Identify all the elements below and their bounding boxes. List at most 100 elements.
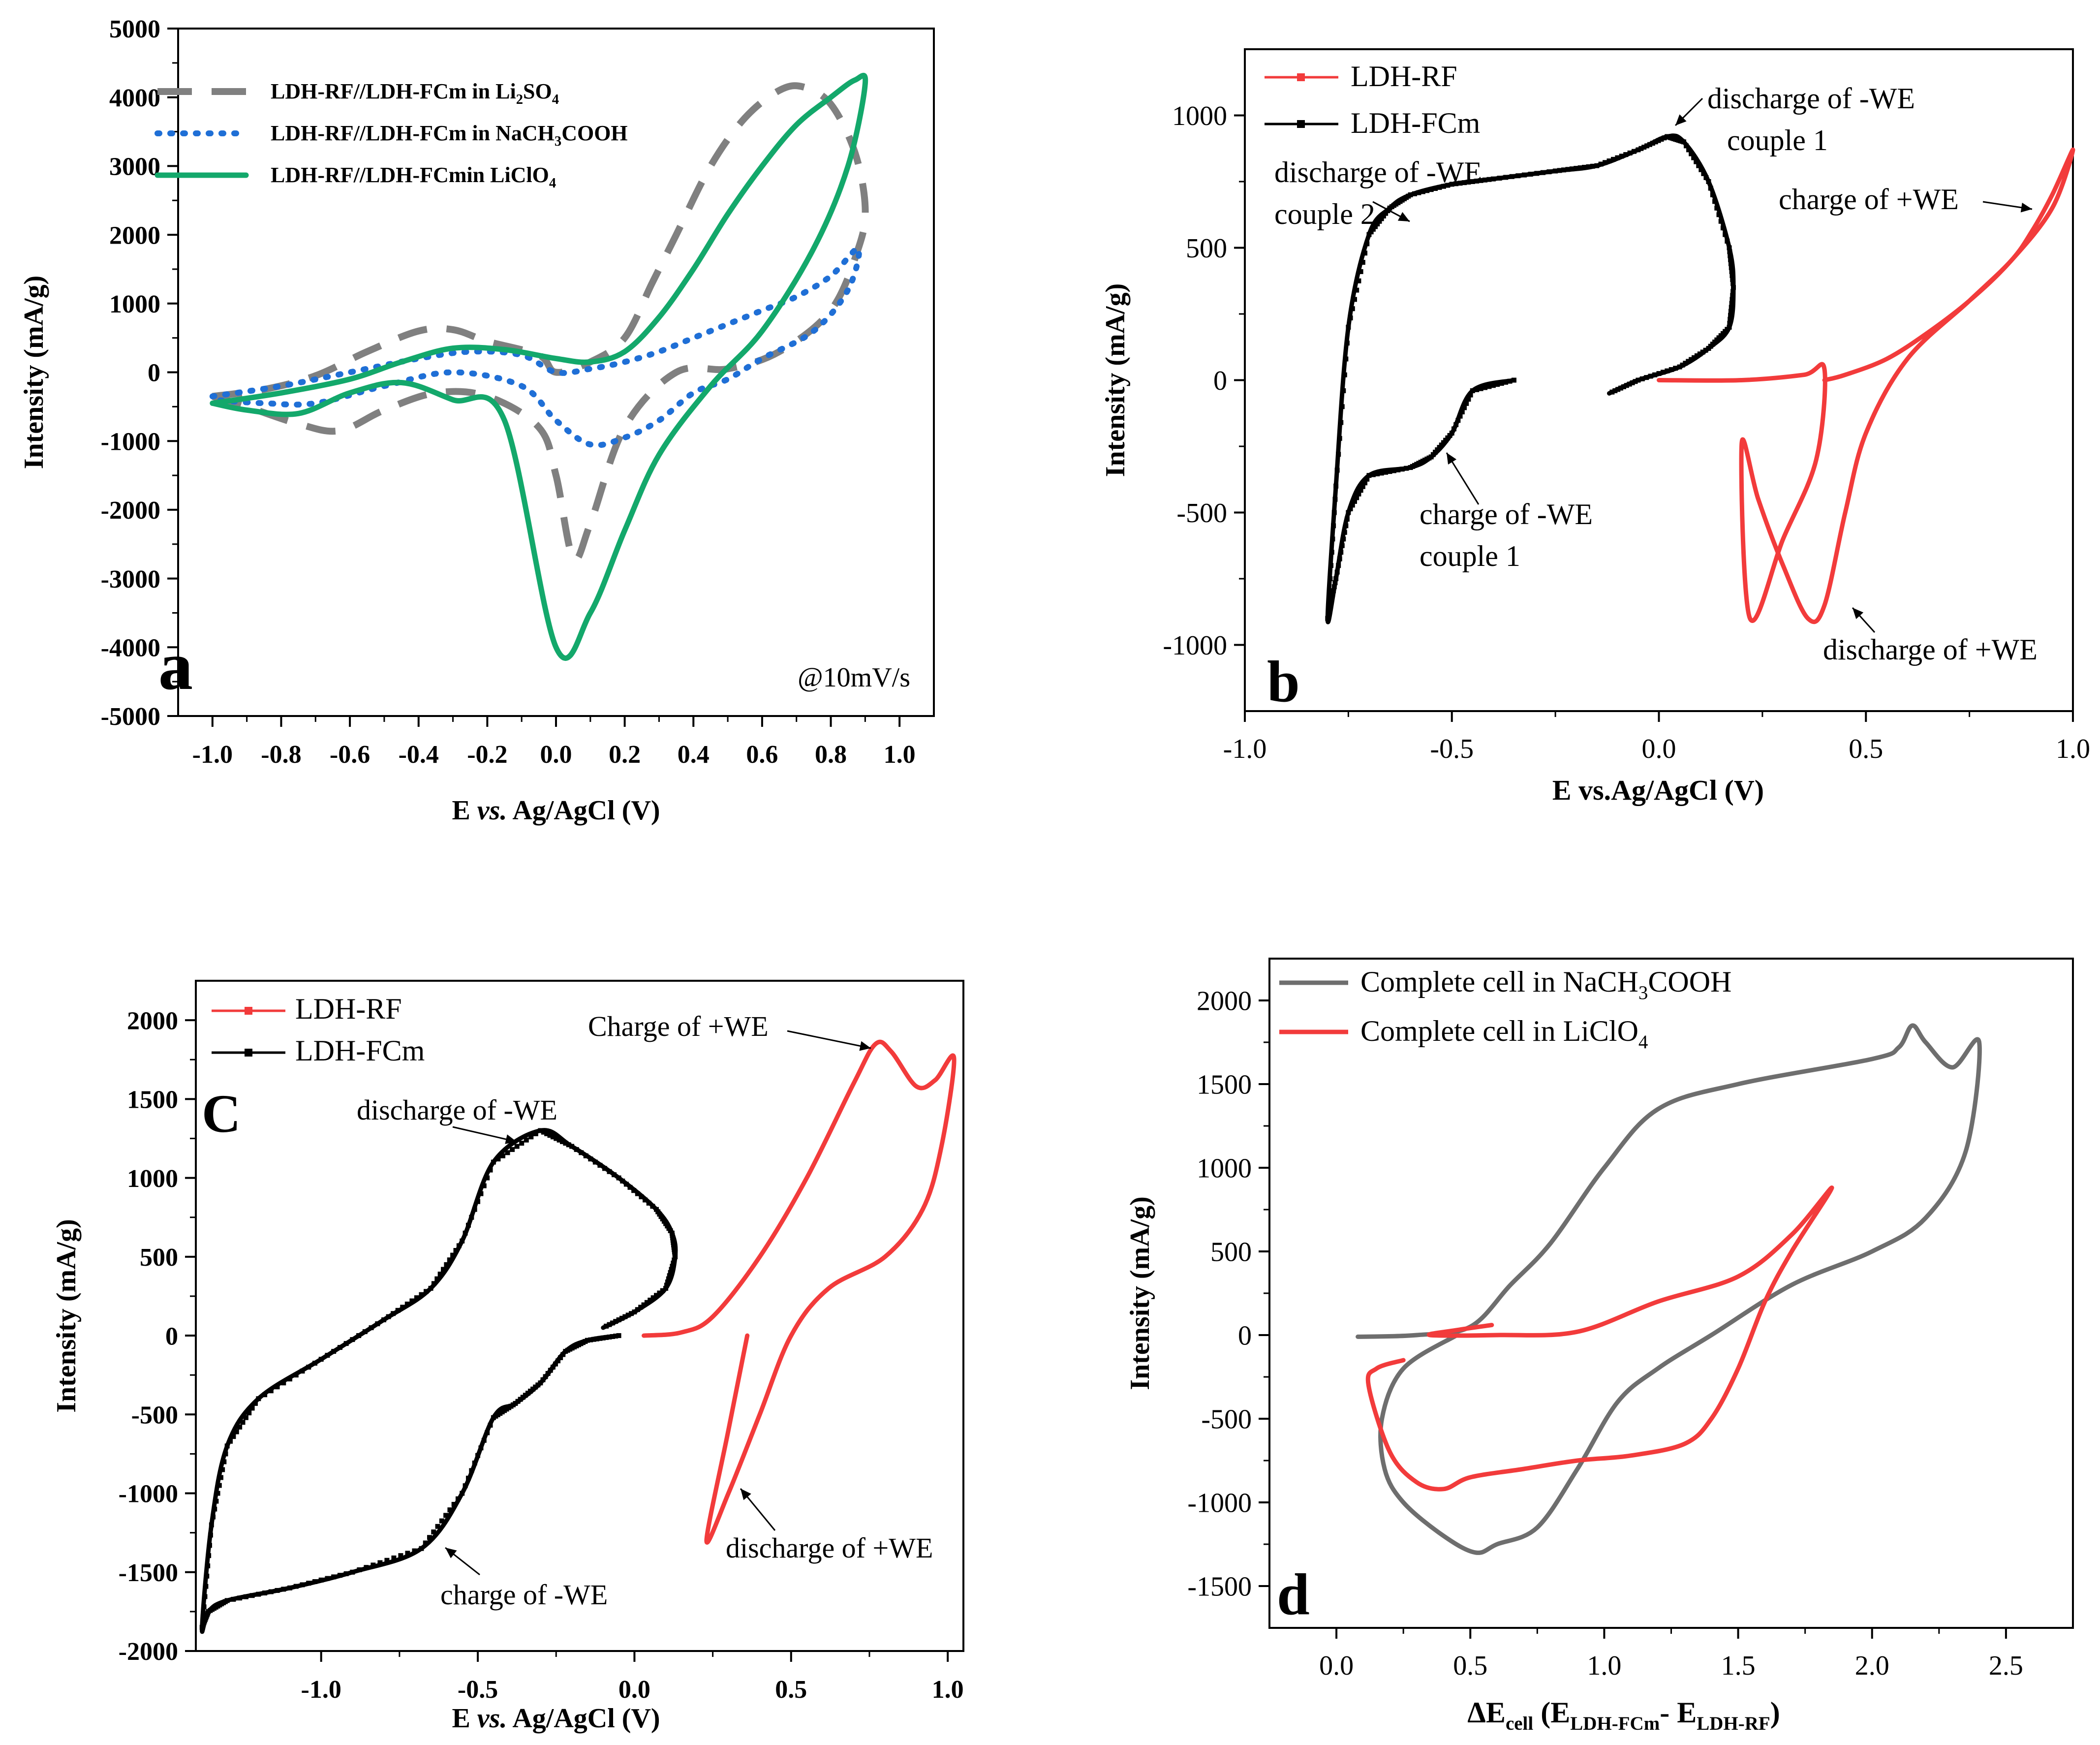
data-marker [1348, 315, 1353, 321]
data-marker [1330, 536, 1335, 542]
data-marker [1615, 155, 1620, 160]
data-marker [460, 1238, 465, 1244]
data-marker [481, 1437, 487, 1443]
data-marker [616, 1175, 621, 1181]
data-marker [635, 1307, 640, 1312]
data-marker [1609, 389, 1615, 395]
x-tick-label: -1.0 [192, 741, 233, 769]
legend-label-1-part: 4 [1638, 1031, 1648, 1053]
legend-label-0: Complete cell in NaCH3COOH [1360, 966, 1731, 1003]
panel-label: C [202, 1084, 241, 1144]
data-marker [1337, 556, 1342, 561]
data-marker [519, 1141, 525, 1146]
data-marker [627, 1184, 633, 1190]
y-axis-label: Intensity (mA/g) [51, 1219, 82, 1413]
data-marker [530, 1386, 536, 1392]
x-tick-label: -0.8 [261, 741, 301, 769]
annotation-arrowhead [1675, 114, 1687, 125]
data-marker [395, 1308, 401, 1313]
data-marker [1606, 158, 1612, 164]
data-marker [1445, 183, 1451, 188]
data-marker [1553, 168, 1558, 174]
data-marker [478, 1445, 484, 1451]
data-marker [1364, 241, 1370, 247]
data-marker [200, 1615, 206, 1620]
data-marker [1360, 260, 1365, 265]
data-marker [1728, 309, 1733, 314]
data-marker [208, 1532, 213, 1538]
data-marker [1511, 377, 1516, 383]
data-marker [312, 1579, 317, 1584]
y-axis-label: Intensity (mA/g) [1100, 283, 1131, 477]
data-marker [1594, 163, 1600, 168]
data-marker [1515, 173, 1521, 179]
panel-a-cv-chart: -1.0 -0.8 -0.6 -0.4 -0.2 0.0 0.2 0.4 0.6 0.8 1.0 -5… [19, 15, 935, 826]
data-marker [1352, 499, 1357, 504]
data-marker [1528, 171, 1533, 177]
data-marker [1325, 616, 1330, 621]
data-marker [1630, 380, 1635, 385]
data-marker [381, 1317, 387, 1323]
data-marker [668, 1270, 673, 1275]
legend-label-1: LDH-FCm [295, 1034, 425, 1067]
data-marker [556, 1358, 561, 1364]
data-marker [569, 1144, 575, 1149]
data-marker [1729, 301, 1734, 306]
data-marker [405, 1551, 410, 1556]
data-marker [550, 1134, 556, 1140]
data-marker [1696, 163, 1701, 168]
annotation-text: couple 1 [1727, 124, 1828, 156]
data-marker [1332, 497, 1338, 502]
data-marker [201, 1604, 207, 1610]
data-marker [1656, 371, 1662, 376]
data-marker [523, 1393, 528, 1398]
data-marker [1495, 382, 1500, 387]
data-marker [206, 1553, 212, 1558]
data-marker [485, 1175, 490, 1181]
data-marker [533, 1131, 538, 1136]
data-marker [535, 1382, 541, 1388]
panel-label: a [158, 628, 193, 704]
data-marker [1729, 265, 1734, 270]
data-marker [604, 1323, 609, 1329]
data-marker [538, 1380, 543, 1386]
data-marker [1408, 192, 1413, 197]
data-marker [1697, 351, 1702, 357]
data-marker [447, 1257, 452, 1263]
data-marker [318, 1577, 324, 1583]
data-marker [1399, 467, 1405, 472]
data-marker [1574, 166, 1579, 171]
legend-label-1-part: 3 [555, 134, 561, 149]
data-marker [1358, 488, 1363, 493]
data-marker [465, 1475, 471, 1481]
data-marker [275, 1384, 280, 1390]
data-marker [1433, 186, 1438, 191]
data-marker [1470, 388, 1475, 394]
data-marker [1331, 588, 1336, 593]
data-marker [1653, 139, 1658, 145]
data-marker [1486, 384, 1492, 389]
annotation-text: couple 2 [1274, 198, 1375, 230]
legend-marker-0 [245, 1007, 252, 1015]
data-marker [671, 1260, 676, 1266]
y-tick-label: -1000 [1187, 1488, 1252, 1519]
data-marker [1328, 600, 1334, 605]
legend-label-0-part: LDH-RF//LDH-FCm in Li [271, 79, 516, 103]
annotation-text: charge of -WE [440, 1579, 608, 1611]
data-marker [398, 1553, 403, 1558]
data-marker [1677, 364, 1682, 370]
data-marker [423, 1540, 428, 1546]
data-marker [1362, 480, 1368, 486]
data-marker [1507, 378, 1513, 384]
x-axis-label-part: vs. [477, 1703, 507, 1734]
data-marker [1482, 177, 1488, 183]
x-tick-label: -1.0 [1223, 734, 1267, 764]
series-markers-1 [199, 1128, 678, 1630]
data-marker [592, 1159, 598, 1165]
data-marker [622, 1314, 628, 1319]
data-marker [439, 1518, 444, 1524]
data-marker [560, 1352, 566, 1357]
annotation-arrowhead [1853, 608, 1864, 620]
data-marker [1691, 155, 1697, 160]
data-marker [1694, 353, 1699, 359]
